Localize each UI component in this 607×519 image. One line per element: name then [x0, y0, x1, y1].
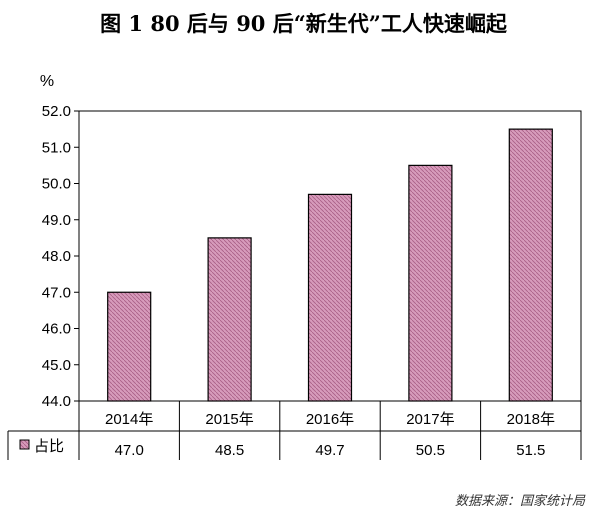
data-label: 49.7: [315, 442, 344, 459]
legend-label: 占比: [34, 438, 64, 455]
data-label: 51.5: [516, 442, 545, 459]
bar: [207, 237, 252, 402]
y-tick-label: 45.0: [42, 357, 71, 374]
y-tick-label: 49.0: [42, 212, 71, 229]
data-label: 47.0: [115, 442, 144, 459]
x-tick-label: 2018年: [507, 411, 555, 428]
x-tick-label: 2017年: [406, 411, 454, 428]
y-tick-label: 44.0: [42, 393, 71, 410]
x-tick-label: 2016年: [306, 411, 354, 428]
x-tick-label: 2015年: [205, 411, 253, 428]
bar: [408, 164, 453, 402]
bar: [307, 193, 353, 402]
y-tick-label: 46.0: [42, 321, 71, 338]
data-label: 48.5: [215, 442, 244, 459]
bar: [508, 128, 553, 402]
y-tick-label: 50.0: [42, 176, 71, 193]
legend-swatch: [19, 439, 30, 450]
y-axis-unit-label: %: [40, 73, 54, 90]
y-tick-label: 52.0: [42, 103, 71, 120]
y-tick-label: 47.0: [42, 284, 71, 301]
y-tick-label: 51.0: [42, 139, 71, 156]
y-tick-label: 48.0: [42, 248, 71, 265]
bar: [107, 291, 152, 402]
x-tick-label: 2014年: [105, 411, 153, 428]
chart-title: 图 1 80 后与 90 后“新生代”工人快速崛起: [100, 11, 507, 36]
data-label: 50.5: [416, 442, 445, 459]
data-source-note: 数据来源：国家统计局: [454, 494, 585, 509]
